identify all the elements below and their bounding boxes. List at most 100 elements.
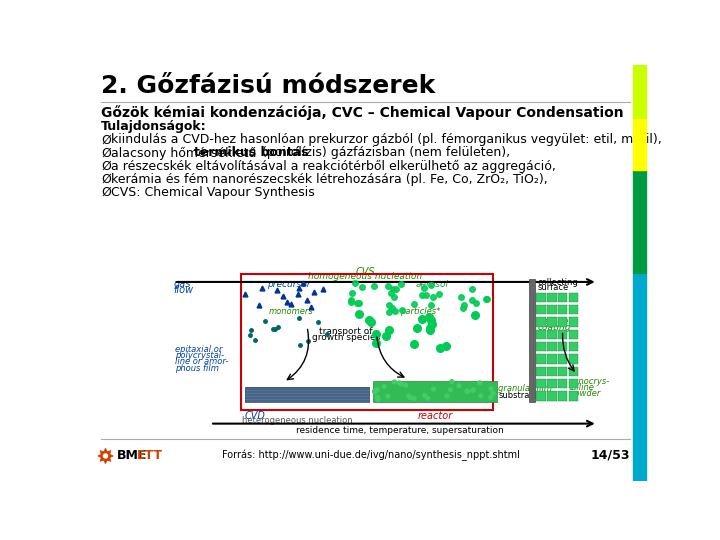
Text: reactor: reactor [418,410,452,421]
Circle shape [376,397,380,401]
Bar [569,330,578,339]
Circle shape [407,394,411,398]
Bar [569,305,578,314]
Text: CVS: CVS [355,267,375,276]
Bar [547,354,557,363]
Circle shape [382,384,386,388]
Text: (poirolízis) gázfázisban (nem felületen),: (poirolízis) gázfázisban (nem felületen)… [258,146,510,159]
Text: homogeneous nucleation: homogeneous nucleation [308,272,422,281]
Bar [569,342,578,351]
Bar [547,318,557,327]
Bar [558,330,567,339]
Text: WE CONNECT CHIPS AND SYSTEMS: WE CONNECT CHIPS AND SYSTEMS [636,183,644,316]
Bar [536,342,546,351]
Text: Forrás: http://www.uni-due.de/ivg/nano/synthesis_nppt.shtml: Forrás: http://www.uni-due.de/ivg/nano/s… [222,449,520,461]
Circle shape [489,396,492,400]
Circle shape [397,381,401,385]
Bar [632,65,647,118]
Bar [373,381,497,402]
Bar [632,118,647,170]
Circle shape [471,388,474,392]
Bar [569,318,578,327]
Bar [569,392,578,401]
Bar [536,305,546,314]
Circle shape [426,396,430,400]
Text: aerogel: aerogel [537,316,571,326]
Circle shape [471,388,475,392]
Circle shape [375,395,379,399]
Text: flow: flow [174,285,194,295]
Text: transport of: transport of [319,327,372,335]
Text: aerosol: aerosol [415,280,449,288]
Bar [547,305,557,314]
Bar [536,392,546,401]
Circle shape [408,396,413,400]
Circle shape [404,383,408,387]
Text: kerámia és fém nanorészecskék létrehozására (pl. Fe, Co, ZrO₂, TiO₂),: kerámia és fém nanorészecskék létrehozás… [111,173,548,186]
Bar [536,318,546,327]
Text: BME: BME [117,449,148,462]
Circle shape [103,453,108,458]
Bar [558,392,567,401]
Bar [632,170,647,273]
Text: Ø: Ø [101,186,111,199]
Text: monomers: monomers [269,307,313,316]
Text: Ø: Ø [101,159,111,172]
Circle shape [373,390,377,394]
Bar [536,379,546,388]
Circle shape [386,394,390,398]
Circle shape [465,389,469,393]
Text: collecting: collecting [537,278,578,287]
Text: phous film: phous film [175,363,219,373]
Bar [547,342,557,351]
Circle shape [373,389,377,393]
Circle shape [392,380,397,384]
Bar [558,354,567,363]
Text: polycrystal-: polycrystal- [175,351,225,360]
Bar [536,354,546,363]
Bar [558,367,567,376]
Text: Tulajdonságok:: Tulajdonságok: [101,120,207,133]
Bar [241,274,493,410]
Bar [160,264,606,429]
Circle shape [489,387,493,390]
Circle shape [423,394,426,397]
Text: gas: gas [174,279,191,289]
Text: substrate: substrate [498,390,539,400]
Circle shape [478,381,482,384]
Bar [569,367,578,376]
Bar [632,273,647,481]
Circle shape [457,384,461,388]
Bar [547,293,557,302]
Circle shape [449,388,452,392]
Bar [528,279,535,402]
Circle shape [412,396,416,400]
Text: granular film: granular film [498,384,552,393]
Text: alacsony hőmérsékletű: alacsony hőmérsékletű [111,146,261,160]
Text: talline: talline [569,383,595,392]
Text: CVS: Chemical Vapour Synthesis: CVS: Chemical Vapour Synthesis [111,186,315,199]
Bar [558,342,567,351]
Bar [536,293,546,302]
Text: Ø: Ø [101,173,111,186]
Bar [558,379,567,388]
Circle shape [375,388,379,392]
Text: Ø: Ø [101,133,111,146]
Text: kiindulás a CVD-hez hasonlóan prekurzor gázból (pl. fémorganikus vegyület: etil,: kiindulás a CVD-hez hasonlóan prekurzor … [111,133,662,146]
Bar [569,354,578,363]
Text: epitaxial or: epitaxial or [175,345,222,354]
Text: termikus bontás: termikus bontás [194,146,309,159]
Text: Ø: Ø [101,146,111,159]
Text: particles*: particles* [400,307,441,316]
Text: ETT: ETT [138,449,163,462]
Bar [245,387,369,402]
Text: Gőzök kémiai kondenzációja, CVC – Chemical Vapour Condensation: Gőzök kémiai kondenzációja, CVC – Chemic… [101,105,624,120]
Text: CVD: CVD [245,410,266,421]
Text: nanocrys-: nanocrys- [569,377,611,386]
Polygon shape [98,448,113,464]
Bar [558,318,567,327]
Text: precursor: precursor [266,280,310,288]
Circle shape [450,380,454,383]
Text: 14/53: 14/53 [590,449,630,462]
Bar [547,392,557,401]
